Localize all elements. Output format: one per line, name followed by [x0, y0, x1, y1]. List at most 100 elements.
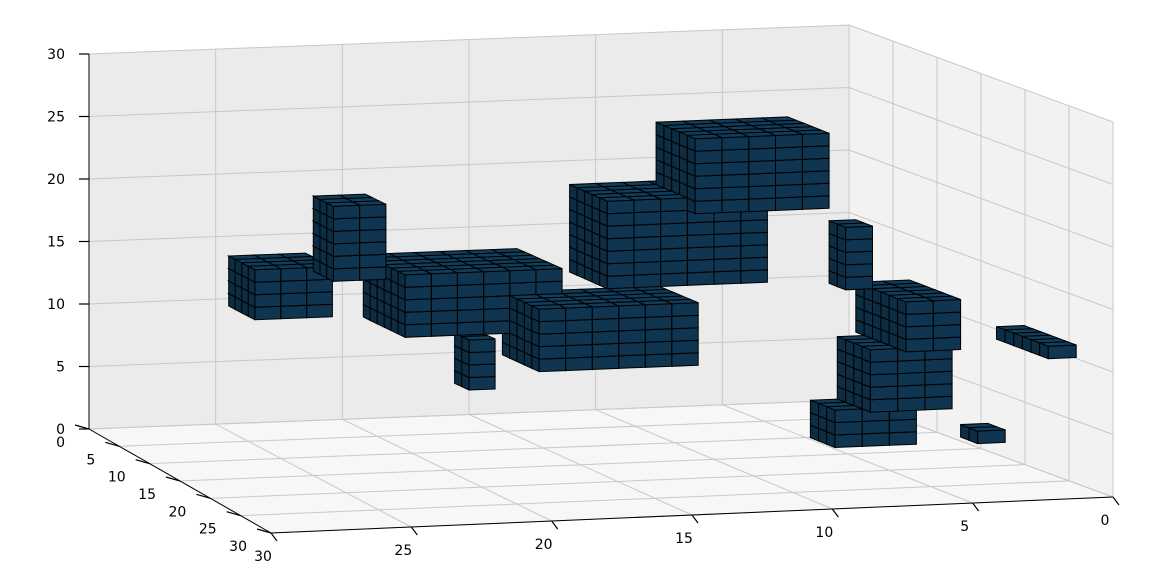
z-tick-label: 5	[56, 360, 65, 376]
voxel-face-x	[671, 314, 699, 330]
voxel	[531, 304, 567, 323]
voxel-face-x	[845, 263, 873, 278]
voxel-face-x	[538, 307, 567, 323]
voxel-face-x	[748, 184, 776, 200]
grid-line	[88, 399, 850, 430]
voxel-face-x	[618, 329, 646, 344]
voxel-face-x	[671, 339, 699, 355]
voxel-face-x	[633, 235, 662, 251]
voxel-face-x	[606, 249, 635, 265]
voxel-face-x	[618, 354, 646, 369]
voxel-face-x	[633, 210, 662, 226]
voxel-face-x	[775, 133, 803, 149]
voxel-face-x	[845, 225, 873, 241]
y-tick-label: 20	[169, 504, 187, 520]
voxel-face-x	[644, 340, 673, 356]
voxel-face-x	[740, 219, 768, 234]
voxel-face-x	[483, 282, 511, 298]
voxel-face-x	[633, 198, 662, 214]
voxel-face-x	[713, 220, 742, 235]
voxel-face-x	[932, 336, 962, 352]
voxel-face-x	[468, 350, 496, 366]
voxel-face-x	[721, 136, 750, 151]
voxel-face-x	[644, 315, 673, 331]
voxel-face-x	[748, 159, 776, 175]
voxel-face-x	[694, 162, 723, 177]
voxel-face-x	[897, 371, 926, 387]
voxel-face-x	[430, 297, 458, 312]
voxel-face-x	[591, 355, 620, 371]
voxel-face-x	[633, 273, 662, 289]
voxel-face-x	[924, 370, 953, 386]
voxel-face-x	[430, 272, 458, 287]
grid-line	[848, 87, 1114, 185]
voxel-face-x	[905, 312, 934, 328]
voxel-face-x	[359, 203, 387, 219]
grid-line	[88, 24, 850, 55]
y-tick-label: 30	[229, 539, 247, 555]
voxel-face-x	[538, 320, 567, 335]
voxel-face-x	[660, 247, 688, 263]
voxel-face-x	[801, 195, 830, 210]
voxel-face-x	[633, 248, 662, 264]
voxel-face-x	[606, 224, 635, 240]
y-tick	[256, 528, 272, 534]
voxel	[1039, 341, 1077, 360]
voxel-face-x	[694, 149, 723, 165]
voxel-face-x	[633, 260, 662, 276]
voxel-face-x	[535, 268, 563, 283]
y-tick	[165, 476, 181, 482]
voxel-face-x	[306, 291, 333, 306]
z-tick-label: 15	[47, 235, 65, 251]
voxel-face-x	[359, 228, 387, 244]
voxel-face-x	[606, 212, 635, 227]
y-tick	[226, 511, 241, 517]
voxel-face-x	[280, 304, 308, 320]
voxel-face-top	[324, 201, 362, 207]
x-tick	[551, 520, 559, 530]
voxel-face-x	[332, 242, 361, 257]
voxel-face-x	[845, 238, 873, 253]
voxel-face-x	[694, 187, 723, 202]
voxel-face-x	[254, 280, 282, 296]
voxel	[897, 296, 934, 316]
voxel-face-x	[404, 298, 432, 313]
voxel-face-x	[332, 267, 361, 282]
voxel-face-x	[977, 429, 1006, 445]
voxel-face-x	[359, 253, 387, 269]
voxel-face-x	[660, 209, 688, 225]
x-tick	[1112, 496, 1120, 506]
voxel-face-x	[591, 317, 620, 333]
voxel-face-x	[932, 323, 962, 339]
voxel-face-x	[694, 199, 723, 215]
voxel-face-x	[713, 232, 742, 248]
x-tick-label: 25	[394, 543, 412, 559]
voxel-face-x	[694, 137, 723, 152]
voxel-face-x	[845, 275, 873, 291]
voxel-face-x	[483, 320, 511, 335]
voxel-face-x	[280, 267, 308, 282]
z-tick-label: 10	[47, 297, 65, 313]
voxel-face-x	[775, 171, 803, 187]
voxel	[324, 201, 362, 220]
voxel	[599, 196, 635, 215]
z-tick-label: 0	[56, 422, 65, 438]
voxel-face-x	[869, 360, 899, 376]
voxel-face-x	[332, 254, 361, 270]
voxel-face-x	[509, 281, 537, 297]
voxel-face-x	[565, 356, 593, 372]
voxel-face-x	[924, 358, 953, 373]
y-tick	[74, 424, 90, 430]
voxel-face-x	[721, 198, 750, 214]
voxel-face-x	[483, 270, 511, 285]
voxel-face-x	[456, 296, 485, 311]
voxel-face-x	[332, 217, 361, 232]
voxel-face-x	[456, 283, 485, 299]
voxel-face-x	[591, 342, 620, 358]
voxel-face-x	[306, 303, 333, 319]
voxel-face-x	[834, 433, 863, 449]
voxel-face-x	[359, 266, 387, 281]
voxel-face-x	[456, 271, 485, 286]
voxel-face-x	[686, 233, 715, 249]
